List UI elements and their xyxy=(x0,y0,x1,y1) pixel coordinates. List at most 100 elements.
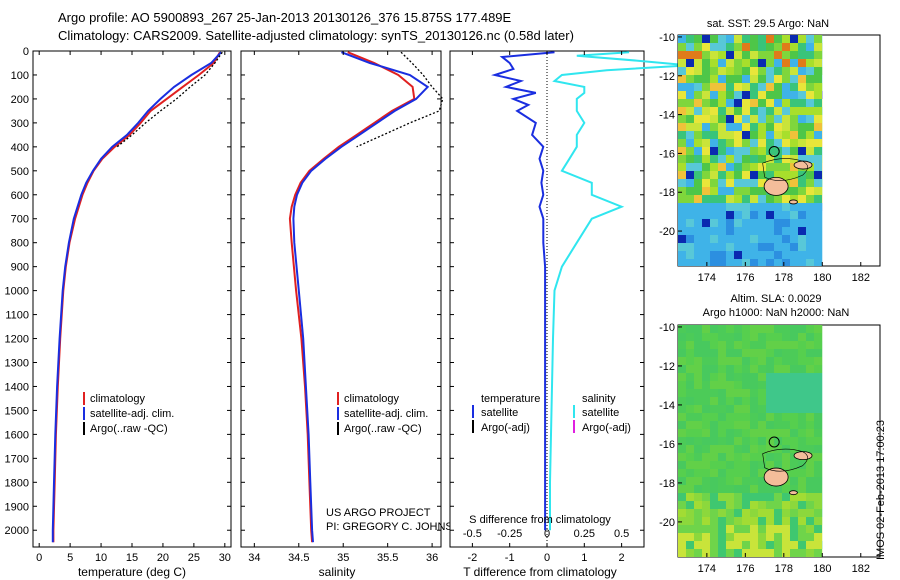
map-cell xyxy=(774,453,782,461)
map-cell xyxy=(806,243,814,251)
map-cell xyxy=(702,333,710,341)
map-cell xyxy=(750,501,758,509)
map-cell xyxy=(758,251,766,259)
temperature-xlabel: temperature (deg C) xyxy=(78,565,186,579)
map-cell xyxy=(806,187,814,195)
map-cell xyxy=(782,405,790,413)
map-cell xyxy=(702,187,710,195)
map-cell xyxy=(710,51,718,59)
map-cell xyxy=(702,517,710,525)
map-cell xyxy=(766,493,774,501)
map-cell xyxy=(702,445,710,453)
map-cell xyxy=(678,389,686,397)
map-cell xyxy=(766,163,774,171)
map-cell xyxy=(734,493,742,501)
map-cell xyxy=(814,59,822,67)
map-cell xyxy=(734,59,742,67)
map-cell xyxy=(742,341,750,349)
map-cell xyxy=(726,171,734,179)
map-cell xyxy=(774,147,782,155)
island xyxy=(763,467,789,487)
map-cell xyxy=(686,59,694,67)
map-cell xyxy=(766,485,774,493)
map-cell xyxy=(678,155,686,163)
map-cell xyxy=(750,227,758,235)
map-cell xyxy=(678,413,686,421)
map-cell xyxy=(806,195,814,203)
map-cell xyxy=(790,397,798,405)
map-cell xyxy=(734,397,742,405)
map-cell xyxy=(694,533,702,541)
map-cell xyxy=(694,429,702,437)
map-cell xyxy=(694,509,702,517)
map-cell xyxy=(798,43,806,51)
map-cell xyxy=(710,35,718,43)
map-cell xyxy=(758,259,766,266)
map-cell xyxy=(734,333,742,341)
map-cell xyxy=(726,43,734,51)
map-cell xyxy=(758,477,766,485)
map-cell xyxy=(782,99,790,107)
map-cell xyxy=(782,43,790,51)
map-cell xyxy=(758,429,766,437)
t-difference-label: T difference from climatology xyxy=(463,565,617,579)
map-cell xyxy=(758,163,766,171)
map-cell xyxy=(710,501,718,509)
map-cell xyxy=(782,131,790,139)
map-cell xyxy=(710,147,718,155)
map-cell xyxy=(734,485,742,493)
map-cell xyxy=(694,389,702,397)
map-cell xyxy=(750,67,758,75)
salinity-legend: climatology satellite-adj. clim. Argo(..… xyxy=(337,392,428,435)
map-cell xyxy=(718,139,726,147)
map-cell xyxy=(694,115,702,123)
x-tick-label: 36 xyxy=(426,552,438,564)
map-cell xyxy=(694,373,702,381)
map-cell xyxy=(702,461,710,469)
map-cell xyxy=(766,533,774,541)
map-cell xyxy=(758,333,766,341)
map-cell xyxy=(750,35,758,43)
map-cell xyxy=(790,51,798,59)
map-cell xyxy=(678,493,686,501)
map-cell xyxy=(798,517,806,525)
map-cell xyxy=(686,493,694,501)
map-cell xyxy=(694,493,702,501)
map-cell xyxy=(718,501,726,509)
map-cell xyxy=(790,67,798,75)
map-cell xyxy=(726,421,734,429)
map-cell xyxy=(790,389,798,397)
map-cell xyxy=(694,99,702,107)
map-cell xyxy=(750,349,758,357)
map-cell xyxy=(718,83,726,91)
map-cell xyxy=(798,549,806,557)
map-cell xyxy=(758,43,766,51)
map-cell xyxy=(686,477,694,485)
map-cell xyxy=(678,115,686,123)
map-cell xyxy=(758,227,766,235)
map-cell xyxy=(726,147,734,155)
map-cell xyxy=(782,155,790,163)
map-cell xyxy=(694,91,702,99)
map-cell xyxy=(806,75,814,83)
map-cell xyxy=(798,59,806,67)
map-cell xyxy=(718,131,726,139)
map-cell xyxy=(694,541,702,549)
map-cell xyxy=(766,373,774,381)
map-cell xyxy=(726,461,734,469)
map-cell xyxy=(782,91,790,99)
map-cell xyxy=(734,341,742,349)
map-cell xyxy=(702,163,710,171)
map-cell xyxy=(726,51,734,59)
map-cell xyxy=(742,83,750,91)
map-cell xyxy=(750,163,758,171)
map-cell xyxy=(686,389,694,397)
map-cell xyxy=(694,219,702,227)
map-cell xyxy=(710,517,718,525)
map-cell xyxy=(718,341,726,349)
map-cell xyxy=(702,341,710,349)
map-cell xyxy=(686,219,694,227)
map-cell xyxy=(710,437,718,445)
project-label: US ARGO PROJECT xyxy=(326,507,431,519)
map-cell xyxy=(758,171,766,179)
